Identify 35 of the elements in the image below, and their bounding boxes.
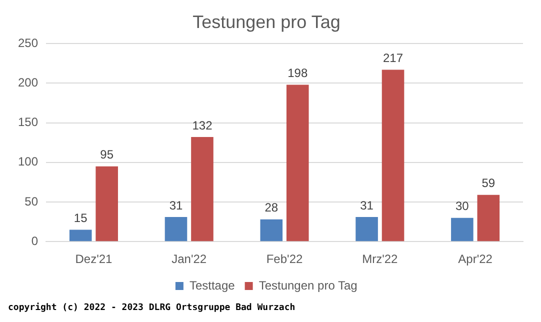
- bar: [382, 70, 404, 242]
- bar: [356, 217, 378, 242]
- bar: [69, 230, 92, 242]
- x-tick-label: Jan'22: [172, 252, 207, 266]
- data-label: 217: [383, 51, 404, 66]
- data-label: 28: [264, 200, 278, 215]
- y-tick-label: 100: [18, 154, 38, 169]
- data-label: 132: [192, 118, 213, 132]
- bar: [451, 218, 474, 242]
- data-label: 95: [100, 148, 114, 162]
- data-label: 198: [288, 66, 308, 80]
- x-tick-label: Mrz'22: [362, 252, 398, 266]
- y-tick-label: 0: [31, 234, 38, 248]
- data-label: 30: [456, 199, 470, 214]
- y-tick-label: 250: [18, 36, 38, 50]
- x-tick-label: Apr'22: [458, 252, 493, 266]
- bar: [260, 219, 283, 242]
- bar: [477, 194, 500, 242]
- data-label: 31: [169, 198, 183, 212]
- data-label: 31: [360, 198, 374, 212]
- x-tick-label: Feb'22: [266, 252, 303, 266]
- y-tick-label: 150: [18, 115, 38, 130]
- chart-title: Testungen pro Tag: [192, 12, 340, 32]
- bar: [164, 217, 188, 242]
- data-label: 59: [482, 176, 496, 190]
- y-tick-label: 50: [24, 194, 38, 208]
- bar: [96, 166, 118, 242]
- y-tick-label: 200: [18, 76, 38, 90]
- legend-label: Testungen pro Tag: [258, 278, 358, 292]
- text: copyright (c) 2022 - 2023 DLRG Ortsgruppe Bad Wurzach: [8, 302, 296, 313]
- bar: [191, 137, 214, 242]
- x-tick-label: Dez'21: [75, 252, 113, 266]
- legend-label: Testtage: [189, 278, 236, 292]
- bar: [286, 84, 309, 242]
- data-label: 15: [74, 211, 88, 226]
